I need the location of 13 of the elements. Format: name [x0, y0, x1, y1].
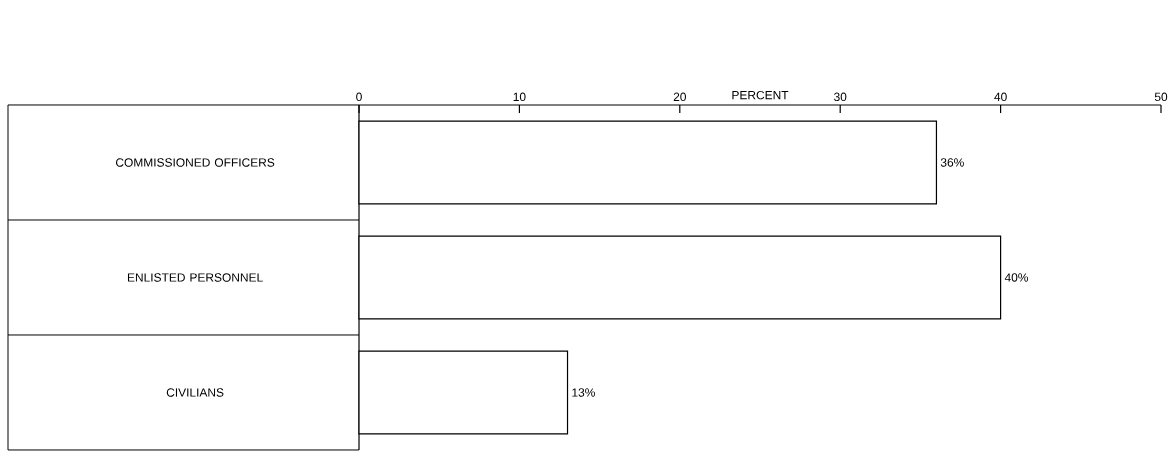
x-tick-label: 0 [356, 92, 362, 102]
x-tick-label: 20 [673, 92, 686, 102]
x-tick-label: 40 [994, 92, 1007, 102]
data-label: 13% [572, 388, 595, 397]
data-label: 36% [940, 158, 964, 167]
x-axis-title: PERCENT [732, 90, 789, 100]
data-label: 40% [1004, 273, 1029, 282]
x-tick-label: 50 [1154, 92, 1168, 102]
y-tick-label: CIVILIANS [166, 388, 224, 397]
y-tick-label: COMMISSIONED OFFICERS [116, 158, 275, 167]
x-tick-label: 30 [834, 92, 847, 102]
x-tick-label: 10 [513, 92, 526, 102]
y-tick-label: ENLISTED PERSONNEL [127, 273, 263, 282]
